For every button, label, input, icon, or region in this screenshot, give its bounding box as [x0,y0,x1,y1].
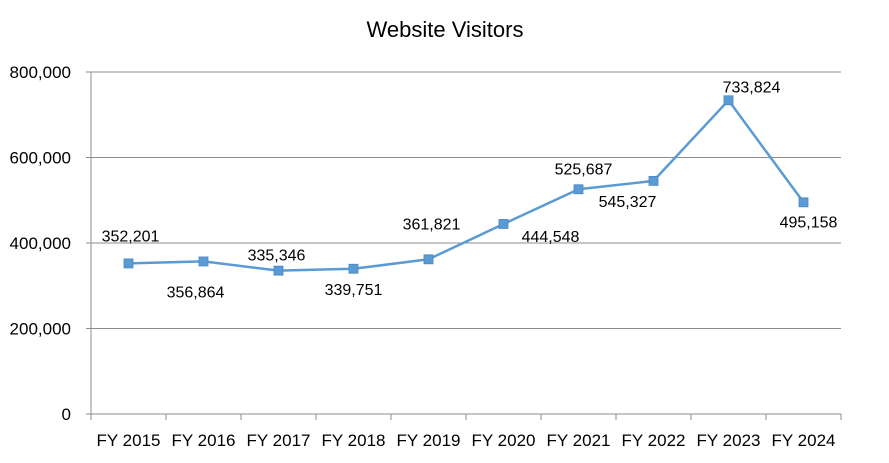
data-label: 444,548 [522,229,580,246]
data-label: 495,158 [780,214,838,231]
data-point-marker [123,258,134,269]
data-label: 356,864 [167,284,225,301]
data-point-marker [723,95,734,106]
y-tick-label: 0 [62,405,71,424]
data-label: 525,687 [555,161,613,178]
data-point-marker [198,256,209,267]
x-tick-label: FY 2023 [697,431,761,450]
data-point-marker [648,175,659,186]
x-tick-label: FY 2015 [97,431,161,450]
data-labels: 352,201 356,864 335,346 339,751 361,821 444,5… [102,79,838,301]
x-tick-label: FY 2018 [322,431,386,450]
axes [86,71,842,420]
y-tick-label: 200,000 [10,320,71,339]
x-tick-label: FY 2022 [622,431,686,450]
x-tick-label: FY 2017 [247,431,311,450]
series-line [128,99,805,272]
x-tick-label: FY 2021 [547,431,611,450]
data-point-marker [273,265,284,276]
data-label: 545,327 [599,194,657,211]
data-label: 361,821 [403,216,461,233]
y-tick-label: 800,000 [10,63,71,82]
y-tick-label: 400,000 [10,234,71,253]
gridlines [91,71,841,329]
data-point-marker [423,254,434,265]
data-label: 733,824 [723,79,781,96]
x-tick-label: FY 2024 [772,431,836,450]
y-tick-label: 600,000 [10,149,71,168]
data-label: 352,201 [102,228,160,245]
data-point-marker [498,219,509,229]
chart-title: Website Visitors [367,17,524,42]
data-label: 335,346 [248,248,306,265]
data-point-marker [348,263,359,274]
series-group [123,95,809,276]
x-tick-label: FY 2020 [472,431,536,450]
x-tick-labels: FY 2015 FY 2016 FY 2017 FY 2018 FY 2019 FY 20… [97,431,836,450]
data-point-marker [798,197,809,208]
y-tick-labels: 0 200,000 400,000 600,000 800,000 [10,63,71,424]
x-tick-label: FY 2019 [397,431,461,450]
data-label: 339,751 [325,282,383,299]
x-tick-label: FY 2016 [172,431,236,450]
data-point-marker [573,184,584,195]
